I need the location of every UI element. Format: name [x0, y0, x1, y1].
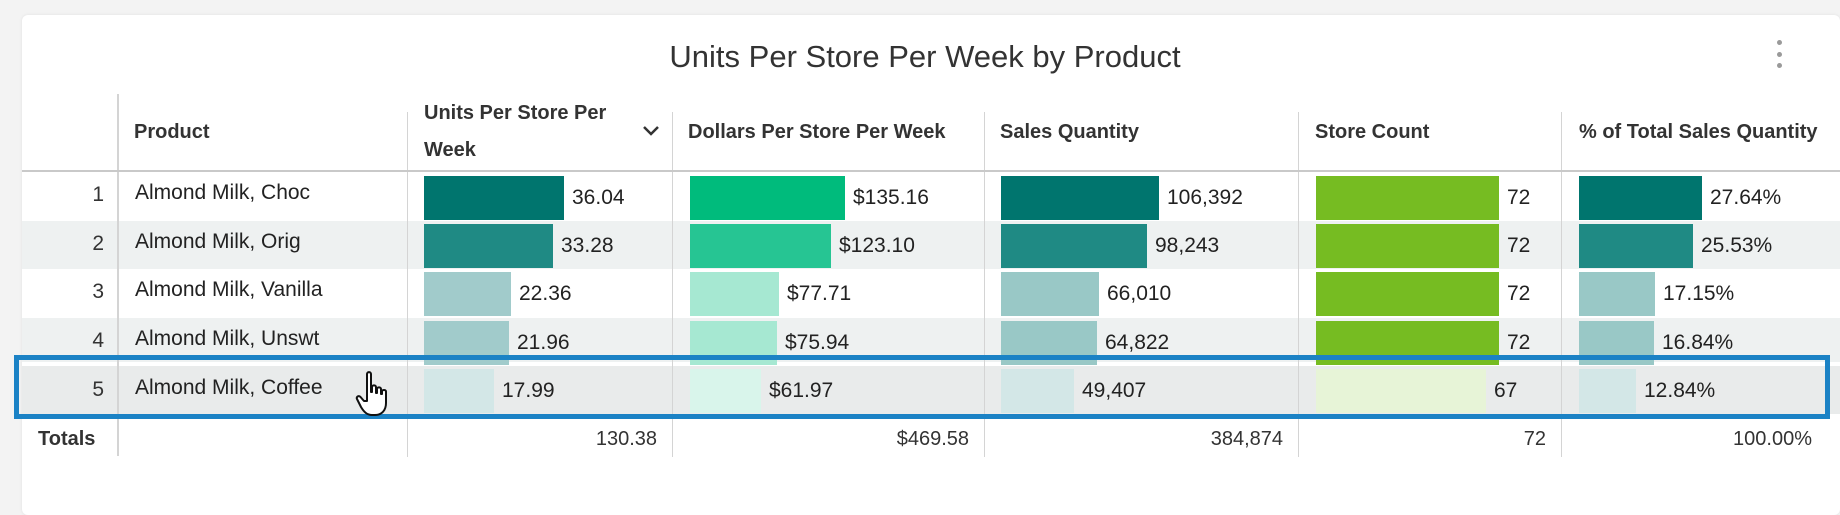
dollars-per-store-value: $77.71 — [787, 282, 852, 305]
row-number: 1 — [92, 183, 104, 206]
sales-quantity-bar — [1001, 224, 1147, 268]
pct-total-sales-qty-bar — [1579, 176, 1702, 220]
row-number: 4 — [92, 329, 104, 352]
sales-quantity-value: 64,822 — [1105, 331, 1170, 354]
pct-total-sales-qty-bar — [1579, 369, 1636, 413]
pct-total-sales-qty-value: 12.84% — [1644, 379, 1716, 402]
column-header-pct-total-sales-qty[interactable]: % of Total Sales Quantity — [1579, 120, 1818, 143]
row-band-4 — [22, 318, 1840, 362]
column-header-sales-quantity[interactable]: Sales Quantity — [1000, 120, 1139, 143]
units-per-store-bar — [424, 272, 511, 316]
sales-quantity-value: 98,243 — [1155, 234, 1220, 257]
sales-quantity-value: 49,407 — [1082, 379, 1147, 402]
pct-total-sales-qty-value: 16.84% — [1662, 331, 1734, 354]
dollars-per-store-value: $75.94 — [785, 331, 850, 354]
dollars-per-store-value: $135.16 — [853, 186, 929, 209]
store-count-bar — [1316, 369, 1486, 413]
more-vertical-icon[interactable] — [1772, 40, 1786, 68]
store-count-value: 72 — [1507, 234, 1531, 257]
units-per-store-value: 22.36 — [519, 282, 572, 305]
product-name[interactable]: Almond Milk, Choc — [135, 181, 311, 204]
row-number: 3 — [92, 280, 104, 303]
product-name[interactable]: Almond Milk, Vanilla — [135, 278, 323, 301]
product-name[interactable]: Almond Milk, Unswt — [135, 327, 320, 350]
sales-quantity-bar — [1001, 272, 1099, 316]
row-number: 5 — [92, 378, 104, 401]
dollars-per-store-bar — [690, 369, 761, 413]
store-count-bar — [1316, 224, 1499, 268]
column-header-units-per-store[interactable]: Units Per Store Per Week — [424, 102, 607, 161]
dollars-per-store-value: $61.97 — [769, 379, 834, 402]
total-pct: 100.00% — [1733, 428, 1812, 450]
row-number: 2 — [92, 232, 104, 255]
sales-quantity-value: 66,010 — [1107, 282, 1172, 305]
total-units: 130.38 — [595, 428, 657, 450]
pct-total-sales-qty-value: 17.15% — [1663, 282, 1735, 305]
hand-pointer-icon — [355, 371, 387, 416]
units-per-store-value: 21.96 — [517, 331, 570, 354]
units-per-store-value: 17.99 — [502, 379, 555, 402]
store-count-value: 72 — [1507, 186, 1531, 209]
column-header-product[interactable]: Product — [134, 120, 210, 143]
total-sales-quantity: 384,874 — [1210, 428, 1283, 450]
pct-total-sales-qty-value: 25.53% — [1701, 234, 1773, 257]
chevron-down-icon[interactable] — [642, 124, 660, 138]
column-header-store-count[interactable]: Store Count — [1315, 120, 1430, 143]
totals-label: Totals — [38, 428, 96, 450]
total-dollars: $469.58 — [896, 428, 969, 450]
units-per-store-bar — [424, 224, 553, 268]
chart-title: Units Per Store Per Week by Product — [669, 39, 1181, 74]
store-count-bar — [1316, 272, 1499, 316]
pct-total-sales-qty-value: 27.64% — [1710, 186, 1782, 209]
units-per-store-bar — [424, 369, 494, 413]
dollars-per-store-bar — [690, 176, 845, 220]
units-per-store-value: 36.04 — [572, 186, 625, 209]
sales-quantity-bar — [1001, 369, 1074, 413]
units-per-store-value: 33.28 — [561, 234, 614, 257]
pct-total-sales-qty-bar — [1579, 272, 1655, 316]
product-name[interactable]: Almond Milk, Coffee — [135, 376, 323, 399]
row-band-2 — [22, 221, 1840, 269]
store-count-value: 72 — [1507, 282, 1531, 305]
pct-total-sales-qty-bar — [1579, 224, 1693, 268]
dollars-per-store-bar — [690, 224, 831, 268]
store-count-value: 67 — [1494, 379, 1518, 402]
column-header-dollars-per-store[interactable]: Dollars Per Store Per Week — [688, 120, 946, 143]
row-selection-highlight — [14, 355, 1830, 419]
total-store-count: 72 — [1523, 428, 1546, 450]
row-band-5 — [22, 366, 1840, 414]
store-count-bar — [1316, 176, 1499, 220]
product-name[interactable]: Almond Milk, Orig — [135, 230, 301, 253]
units-per-store-bar — [424, 176, 564, 220]
sales-quantity-bar — [1001, 176, 1159, 220]
sales-quantity-value: 106,392 — [1167, 186, 1243, 209]
store-count-value: 72 — [1507, 331, 1531, 354]
dollars-per-store-bar — [690, 272, 779, 316]
dollars-per-store-value: $123.10 — [839, 234, 915, 257]
